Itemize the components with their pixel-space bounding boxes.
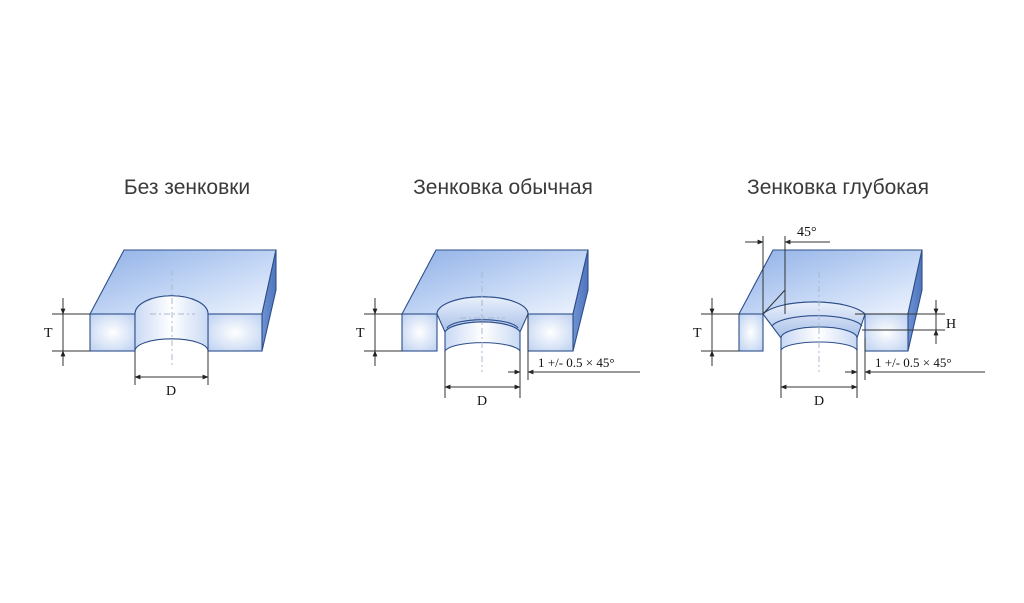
panel-title-deep-countersink: Зенковка глубокая <box>747 176 929 199</box>
plate-front-left <box>401 313 438 352</box>
chamfer-label: 1 +/- 0.5 × 45° <box>875 355 952 370</box>
thickness-label: T <box>356 326 365 341</box>
panel-deep-countersink: T D 1 +/- 0.5 × 45° H 45° <box>693 225 985 409</box>
angle-label: 45° <box>797 225 817 240</box>
panel-title-no-countersink: Без зенковки <box>123 176 251 199</box>
depth-label: H <box>946 317 956 332</box>
plate-front-right <box>527 313 574 352</box>
chamfer-label: 1 +/- 0.5 × 45° <box>538 355 615 370</box>
thickness-label: T <box>693 326 702 341</box>
plate-front-left <box>89 313 136 352</box>
panel-no-countersink: T D <box>44 249 277 399</box>
diameter-label: D <box>814 394 824 409</box>
plate-front-right <box>864 313 909 352</box>
diameter-label: D <box>166 384 176 399</box>
panel-standard-countersink: T D 1 +/- 0.5 × 45° <box>356 249 640 409</box>
panel-title-standard-countersink: Зенковка обычная <box>413 176 593 199</box>
thickness-label: T <box>44 326 53 341</box>
plate-front-right <box>207 313 263 352</box>
diameter-label: D <box>477 394 487 409</box>
plate-front-left <box>738 313 764 352</box>
